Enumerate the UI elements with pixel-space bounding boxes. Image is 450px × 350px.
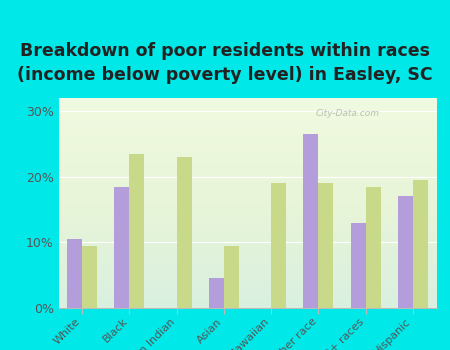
Bar [176, 157, 192, 308]
Bar [413, 180, 428, 308]
Bar [67, 239, 82, 308]
Text: Breakdown of poor residents within races
(income below poverty level) in Easley,: Breakdown of poor residents within races… [17, 42, 433, 84]
Bar [130, 154, 144, 308]
Bar [114, 187, 130, 308]
Bar [365, 187, 381, 308]
Bar [398, 196, 413, 308]
Bar [351, 223, 365, 308]
Bar [271, 183, 286, 308]
Text: City-Data.com: City-Data.com [315, 108, 379, 118]
Bar [224, 246, 239, 308]
Bar [82, 246, 97, 308]
Bar [319, 183, 333, 308]
Bar [209, 279, 224, 308]
Bar [303, 134, 319, 308]
